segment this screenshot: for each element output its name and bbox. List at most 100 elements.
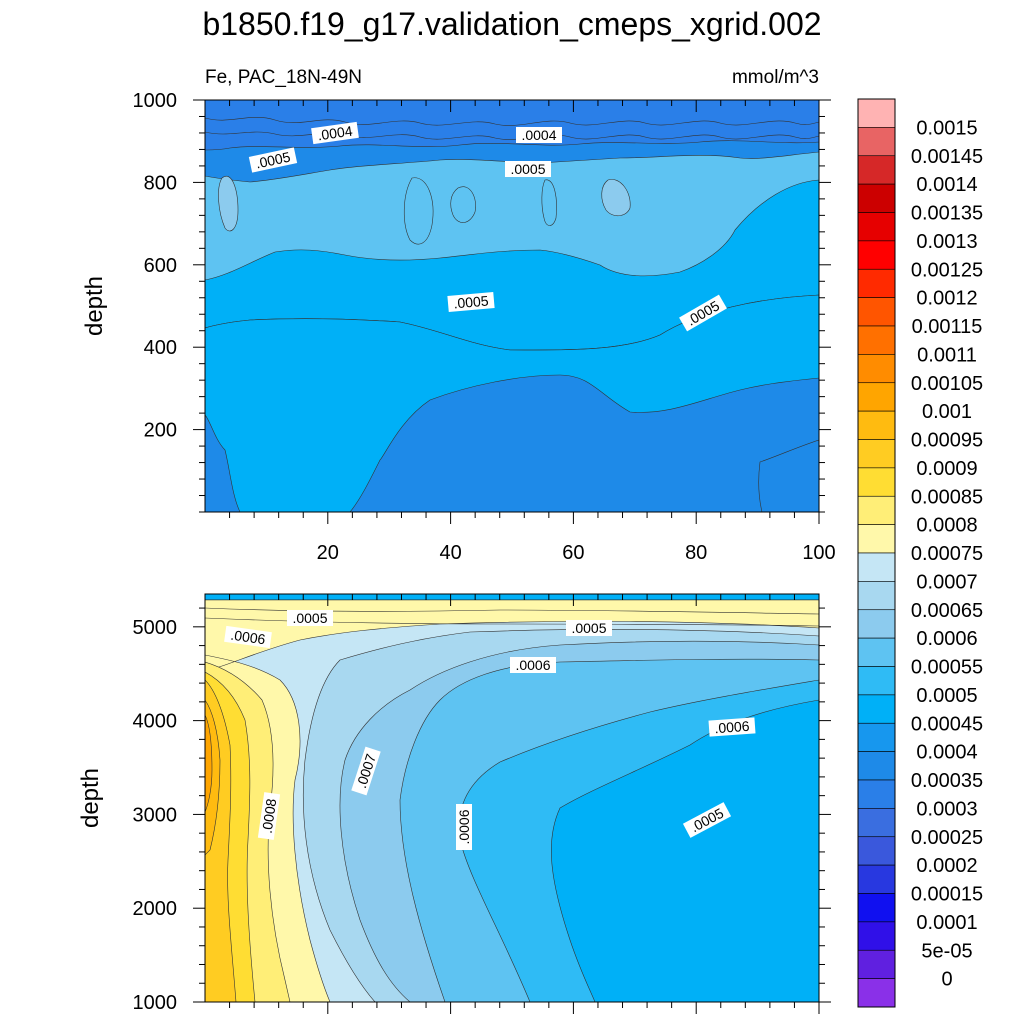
colorbar-label: 0.0003	[916, 798, 977, 820]
svg-text:.0005: .0005	[453, 292, 490, 311]
colorbar-label: 0.00115	[912, 316, 983, 338]
svg-text:.0005: .0005	[292, 610, 327, 626]
colorbar-swatch	[857, 297, 896, 327]
svg-text:.0005: .0005	[571, 620, 606, 636]
colorbar-label: 0.0008	[916, 515, 977, 537]
colorbar-swatch	[857, 183, 896, 213]
x-tick-label: 60	[562, 542, 584, 564]
contour-label-lower-0: .0005	[287, 610, 333, 626]
colorbar-swatch	[857, 666, 896, 696]
svg-text:.0006: .0006	[230, 627, 267, 648]
colorbar-frame	[857, 98, 896, 1008]
colorbar-swatch	[857, 808, 896, 838]
colorbar-label: 0.00095	[911, 430, 983, 452]
colorbar-swatch	[857, 949, 896, 979]
colorbar-label: 0.0004	[916, 742, 977, 764]
y-tick-label: 600	[144, 255, 177, 277]
colorbar-swatch	[857, 354, 896, 384]
upper-patch-6	[758, 439, 819, 512]
colorbar-swatch	[857, 268, 896, 298]
contour-label-lower-3: .0006	[510, 657, 556, 673]
colorbar-label: 0.0006	[916, 628, 977, 650]
upper-axis-ticks: 20 40 60 80 100 200 400 600 800 1000	[133, 90, 836, 564]
upper-fill-mid	[205, 294, 819, 512]
colorbar-label: 0.001	[922, 401, 972, 423]
upper-patch-5	[601, 179, 631, 217]
svg-text:.0004: .0004	[317, 123, 354, 144]
lower-fill-07	[205, 599, 819, 1002]
contour-label-lower-2: .0005	[566, 620, 612, 636]
colorbar-swatch	[857, 552, 896, 582]
upper-contour-labels: .0004 .0004 .0005 .0005 .0005 .0005	[248, 121, 727, 332]
colorbar-label: 0.00085	[911, 486, 983, 508]
colorbar-swatch	[857, 382, 896, 412]
x-tick-label: 20	[317, 542, 339, 564]
colorbar-label: 0.00055	[911, 657, 983, 679]
colorbar-swatch	[857, 524, 896, 554]
colorbar-swatch	[857, 779, 896, 809]
colorbar-label: 0.00105	[911, 373, 983, 395]
upper-y-axis-label: depth	[81, 276, 108, 336]
colorbar-swatch	[857, 722, 896, 752]
upper-patch-2	[403, 177, 434, 245]
colorbar-swatch	[857, 467, 896, 497]
y-tick-label: 5000	[133, 617, 178, 639]
y-tick-label: 400	[144, 337, 177, 359]
colorbar-swatch	[857, 240, 896, 270]
colorbar-label: 0.00145	[911, 146, 983, 168]
colorbar-label: 0.0012	[916, 288, 977, 310]
colorbar-label: 0	[941, 969, 952, 991]
lower-panel: 1000 2000 3000 4000 5000 .0005 .0006 .0005 .…	[133, 593, 831, 1014]
svg-text:.0005: .0005	[510, 161, 545, 177]
colorbar-swatch	[857, 893, 896, 923]
y-tick-label: 800	[144, 172, 177, 194]
colorbar-label: 5e-05	[921, 940, 972, 962]
upper-patch-4	[541, 179, 557, 226]
upper-plot-frame	[204, 99, 820, 513]
colorbar-label: 0.00125	[911, 259, 983, 281]
lower-contour-fill	[205, 594, 819, 1002]
colorbar-label: 0.0011	[917, 344, 977, 366]
svg-text:.0008: .0008	[259, 797, 280, 834]
colorbar-label: 0.0002	[916, 855, 977, 877]
lower-plot-frame	[204, 593, 820, 1003]
contour-label-upper-3: .0005	[505, 161, 551, 177]
colorbar-swatch	[857, 410, 896, 440]
x-tick-label: 40	[439, 542, 461, 564]
lower-axis-ticks: 1000 2000 3000 4000 5000	[133, 594, 831, 1014]
colorbar-swatch	[857, 921, 896, 951]
contour-label-lower-7: .0006	[456, 804, 472, 850]
colorbar-label: 0.0009	[916, 458, 977, 480]
contour-label-lower-4: .0006	[708, 717, 756, 737]
contour-label-upper-0: .0004	[311, 121, 359, 145]
colorbar-swatch	[857, 325, 896, 355]
upper-patch-1	[218, 175, 239, 232]
colorbar-swatch	[857, 98, 896, 128]
y-tick-label: 1000	[133, 90, 178, 112]
colorbar-swatch	[857, 694, 896, 724]
svg-text:.0006: .0006	[456, 809, 472, 844]
svg-text:.0006: .0006	[714, 718, 750, 736]
svg-text:.0005: .0005	[254, 148, 292, 171]
colorbar-label: 0.00025	[911, 827, 983, 849]
lower-y-axis-label: depth	[77, 768, 104, 828]
lower-contour-labels: .0005 .0006 .0005 .0006 .0006 .0007	[224, 610, 756, 850]
x-tick-label: 100	[802, 542, 835, 564]
upper-patch-3	[450, 186, 476, 223]
colorbar-label: 0.0014	[916, 174, 977, 196]
y-tick-label: 1000	[133, 992, 178, 1014]
colorbar-swatch	[857, 155, 896, 185]
y-tick-label: 2000	[133, 898, 178, 920]
upper-contour-wiggle-1	[205, 117, 819, 126]
colorbar-label: 0.0013	[916, 231, 977, 253]
contour-label-upper-4: .0005	[447, 292, 495, 312]
x-tick-label: 80	[685, 542, 707, 564]
svg-text:.0004: .0004	[521, 127, 556, 143]
colorbar-swatch	[857, 751, 896, 781]
colorbar-swatch	[857, 581, 896, 611]
colorbar-swatch	[857, 439, 896, 469]
colorbar-label: 0.00045	[911, 713, 983, 735]
y-tick-label: 3000	[133, 804, 178, 826]
contour-label-lower-1: .0006	[224, 625, 272, 649]
